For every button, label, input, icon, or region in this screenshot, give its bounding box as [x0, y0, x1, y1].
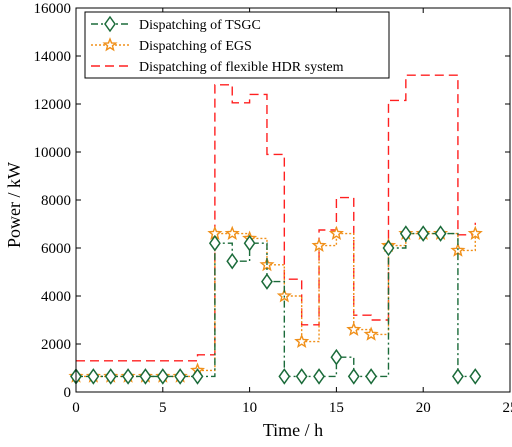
legend-label-0: Dispatching of TSGC: [139, 18, 261, 33]
series-1-point: [470, 228, 481, 239]
series-line-0: [76, 234, 475, 377]
y-tick-label: 12000: [34, 97, 72, 113]
series-line-1: [76, 234, 475, 377]
series-line-2: [76, 75, 475, 361]
series-1-point: [227, 228, 238, 239]
series-0-point: [314, 369, 324, 383]
legend-label-2: Dispatching of flexible HDR system: [139, 60, 344, 75]
series-0-point: [470, 369, 480, 383]
x-tick-label: 15: [329, 400, 344, 416]
series-0-point: [193, 369, 203, 383]
series-0-point: [366, 369, 376, 383]
y-tick-label: 16000: [34, 1, 72, 17]
series-0-point: [262, 275, 272, 289]
series-1-point: [348, 324, 359, 335]
series-0-point: [227, 254, 237, 268]
x-tick-label: 0: [72, 400, 80, 416]
legend-label-1: Dispatching of EGS: [139, 39, 252, 54]
series-1-point: [296, 336, 307, 347]
y-tick-label: 0: [64, 385, 72, 401]
x-tick-label: 10: [242, 400, 257, 416]
y-axis-title: Power / kW: [4, 162, 24, 248]
series-0-point: [279, 369, 289, 383]
y-tick-label: 2000: [41, 337, 71, 353]
legend: Dispatching of TSGC Dispatching of EGS Dis…: [85, 12, 389, 78]
x-tick-label: 5: [159, 400, 167, 416]
x-tick-label: 20: [416, 400, 431, 416]
series-0-point: [297, 369, 307, 383]
y-tick-label: 10000: [34, 145, 72, 161]
series-0-point: [349, 369, 359, 383]
x-tick-label: 25: [503, 400, 512, 416]
plot-area: [70, 75, 481, 383]
series-0-point: [453, 369, 463, 383]
y-tick-label: 8000: [41, 193, 71, 209]
series-0-point: [331, 350, 341, 364]
series-1-point: [313, 240, 324, 251]
y-tick-label: 4000: [41, 289, 71, 305]
y-tick-label: 6000: [41, 241, 71, 257]
x-axis-title: Time / h: [263, 420, 323, 440]
series-1-point: [331, 228, 342, 239]
y-tick-label: 14000: [34, 49, 72, 65]
